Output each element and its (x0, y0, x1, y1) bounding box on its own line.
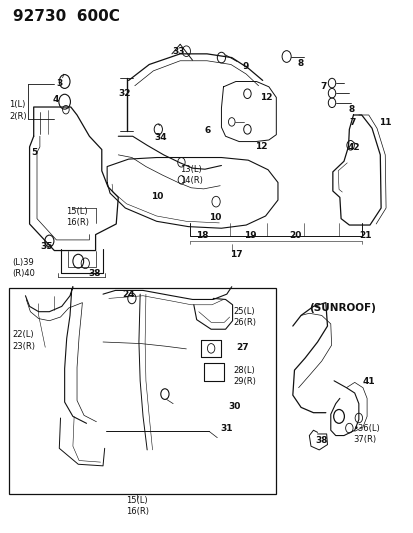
Text: 12: 12 (255, 142, 267, 151)
Text: 2(R): 2(R) (9, 111, 26, 120)
Text: 21: 21 (358, 231, 370, 240)
Text: 27: 27 (236, 343, 249, 352)
Text: 4: 4 (52, 94, 59, 103)
Text: (L)39: (L)39 (12, 258, 34, 266)
Text: 25(L): 25(L) (233, 307, 255, 316)
Text: 38: 38 (88, 269, 100, 278)
Text: 37(R): 37(R) (353, 435, 376, 444)
Bar (9, 288, 275, 494)
Text: 35: 35 (40, 242, 52, 251)
Text: 23(R): 23(R) (12, 342, 35, 351)
Text: 3: 3 (56, 78, 62, 87)
Text: •36(L): •36(L) (353, 424, 379, 433)
Text: 6: 6 (204, 126, 211, 135)
Text: (R)40: (R)40 (12, 269, 35, 278)
Text: 15(L): 15(L) (66, 207, 87, 216)
Text: 7: 7 (349, 118, 355, 127)
Text: 26(R): 26(R) (233, 318, 256, 327)
Text: 14(R): 14(R) (180, 176, 202, 185)
Text: 10: 10 (209, 213, 221, 222)
Text: 29(R): 29(R) (233, 377, 256, 386)
Text: 12: 12 (259, 93, 272, 102)
Text: 17: 17 (229, 251, 242, 260)
Text: 16(R): 16(R) (66, 219, 89, 228)
Text: 18: 18 (195, 231, 208, 240)
Text: (SUNROOF): (SUNROOF) (309, 303, 375, 313)
Text: 32: 32 (118, 88, 131, 98)
Text: 92730  600C: 92730 600C (13, 9, 120, 24)
Text: 7: 7 (320, 82, 326, 91)
Text: 31: 31 (220, 424, 232, 433)
Text: 22(L): 22(L) (12, 330, 34, 339)
Text: 42: 42 (347, 143, 359, 152)
Text: 1(L): 1(L) (9, 100, 25, 109)
Text: 13(L): 13(L) (180, 165, 202, 174)
Text: 28(L): 28(L) (233, 366, 255, 375)
Text: 5: 5 (31, 148, 38, 157)
Text: 30: 30 (228, 402, 240, 411)
Text: 10: 10 (151, 192, 163, 201)
Text: 33: 33 (171, 47, 184, 55)
Text: 20: 20 (289, 231, 301, 240)
Text: 8: 8 (348, 104, 354, 114)
Text: 38: 38 (314, 437, 327, 446)
Text: 15(L): 15(L) (126, 496, 148, 505)
Text: 16(R): 16(R) (126, 507, 149, 516)
Text: 8: 8 (297, 59, 303, 68)
Text: 41: 41 (362, 377, 375, 386)
Text: 19: 19 (244, 231, 256, 240)
Text: 34: 34 (154, 133, 166, 142)
Text: 9: 9 (242, 62, 248, 70)
Text: 11: 11 (379, 118, 391, 127)
Text: 24: 24 (122, 290, 135, 299)
